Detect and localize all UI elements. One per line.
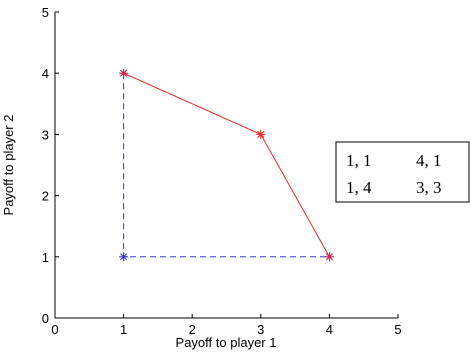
axes <box>54 12 398 319</box>
matrix-cell: 1, 1 <box>346 151 372 170</box>
x-tick-label: 3 <box>257 322 264 337</box>
asterisk-marker <box>256 129 266 139</box>
x-tick-label: 2 <box>189 322 196 337</box>
tick-labels: 0 1 2 3 4 5 0 1 2 3 4 5 <box>42 5 402 337</box>
x-tick-label: 5 <box>394 322 401 337</box>
ticks <box>54 11 399 319</box>
matrix-cell: 3, 3 <box>416 178 442 197</box>
y-axis-label: Payoff to player 2 <box>1 115 16 216</box>
y-tick-label: 2 <box>42 189 49 204</box>
matrix-cell: 4, 1 <box>416 151 442 170</box>
matrix-cell: 1, 4 <box>346 178 372 197</box>
series-layer <box>123 72 330 258</box>
x-tick-label: 4 <box>326 322 333 337</box>
payoff-matrix-annotation: 1, 1 4, 1 1, 4 3, 3 <box>335 141 470 203</box>
asterisk-stroke <box>325 253 333 261</box>
dashed-series-line <box>123 73 330 258</box>
asterisk-stroke <box>120 253 128 261</box>
y-tick-label: 0 <box>42 311 49 326</box>
asterisk-marker <box>119 68 129 78</box>
y-tick-label: 3 <box>42 127 49 142</box>
marker-layer <box>119 68 334 262</box>
asterisk-marker <box>324 252 334 262</box>
y-tick-label: 5 <box>42 5 49 20</box>
y-tick-label: 4 <box>42 66 49 81</box>
asterisk-stroke <box>257 130 265 138</box>
x-axis-label: Payoff to player 1 <box>176 335 277 350</box>
asterisk-stroke <box>120 69 128 77</box>
x-tick-label: 0 <box>51 322 58 337</box>
asterisk-marker <box>119 252 129 262</box>
solid-series-line <box>123 72 330 258</box>
payoff-matrix-border <box>335 141 470 203</box>
x-tick-label: 1 <box>120 322 127 337</box>
y-tick-label: 1 <box>42 250 49 265</box>
